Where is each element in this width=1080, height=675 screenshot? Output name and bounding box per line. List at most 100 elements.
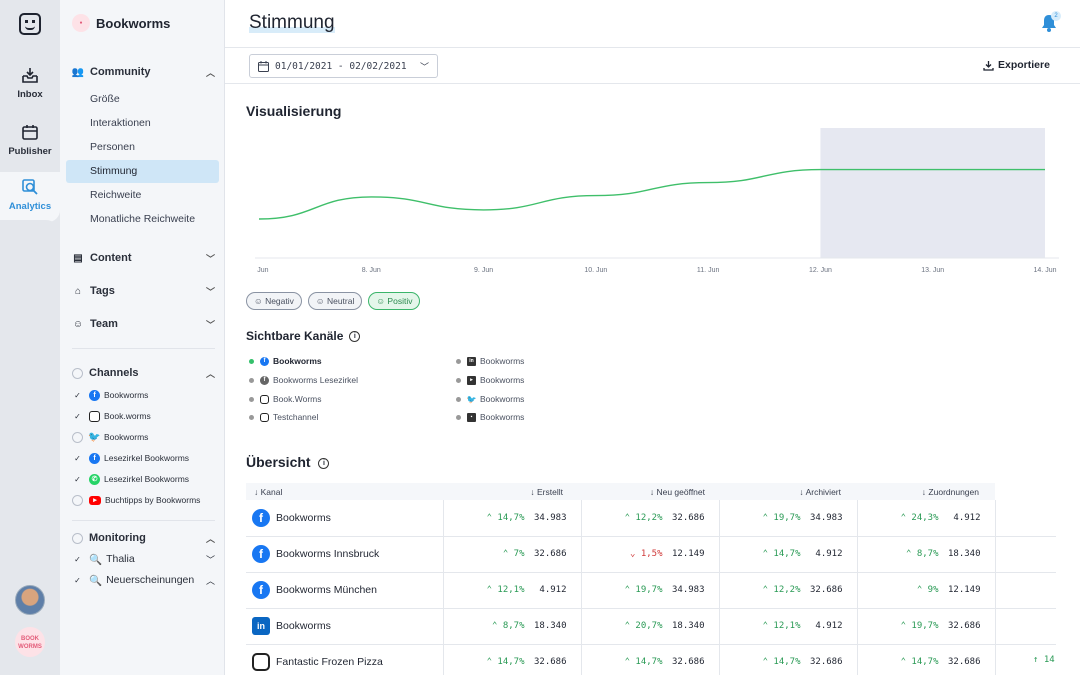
trend-up-icon: ⌃ [905,549,917,559]
checkmark-icon[interactable]: ✓ [74,474,81,484]
metric-value: 12.149 [671,549,705,559]
trend-up-icon: ⌃ [502,549,514,559]
channel-item[interactable]: ✓ f Lesezirkel Bookworms [72,450,222,466]
table-row[interactable]: in Bookworms ⌃ 8,7% 18.340 ⌃ 20,7% 18.340 ⌃ 12… [246,608,1056,645]
rail-publisher[interactable]: Publisher [0,117,60,173]
visible-channels-title: Sichtbare Kanäle i [246,329,361,343]
nav-item-personen[interactable]: Personen [90,141,135,153]
overflow-cell [994,644,1056,675]
chevron-down-icon: ﹀ [205,554,215,565]
user-avatar[interactable] [15,585,45,615]
metric-change: 14,7% [497,512,525,523]
section-team[interactable]: ☺ Team ﹀ [72,315,215,333]
channels-checkbox[interactable] [72,367,83,379]
monitoring-item[interactable]: ✓ 🔍 Neuerscheinungen ︿ [72,572,215,588]
channel-item[interactable]: ✓ Book.worms [72,408,222,424]
smiley-icon: ☺ [315,296,325,306]
column-header-kanal[interactable]: ↓ Kanal [246,483,443,500]
trend-up-icon: ⌃ [624,512,636,523]
twitter-icon: 🐦 [88,431,101,443]
visible-channel[interactable]: f Bookworms [249,354,322,368]
metric-value: 32.686 [947,657,981,667]
pill-negativ[interactable]: ☺ Negativ [246,292,302,310]
trend-up-icon: ⌃ [486,585,498,595]
channel-cell: f Bookworms Innsbruck [246,536,443,573]
column-header-erstellt[interactable]: ↓ Erstellt [443,483,581,500]
brand-avatar[interactable]: BOOK WORMS [15,627,45,657]
checkmark-icon[interactable]: ✓ [74,575,81,585]
visible-channel[interactable]: Book.Worms [249,392,322,406]
section-content[interactable]: ▤ Content ﹀ [72,249,215,267]
facebook-icon: f [260,356,269,366]
section-community-label: Community [90,66,151,78]
checkmark-icon[interactable]: ✓ [74,390,81,400]
table-row[interactable]: f Bookworms Innsbruck ⌃ 7% 32.686 ⌄ 1,5% 12.1… [246,536,1056,573]
monitoring-checkbox[interactable] [72,532,83,544]
table-row[interactable]: f Bookworms München ⌃ 12,1% 4.912 ⌃ 19,7% 34.… [246,572,1056,609]
column-header-label: Zuordnungen [928,486,979,497]
trend-up-icon: ⌃ [762,512,774,523]
app-logo-icon[interactable] [19,13,41,35]
visible-channel-label: Bookworms [480,375,525,385]
visible-channel[interactable]: Testchannel [249,410,318,424]
highlight-range [820,128,1045,258]
checkbox[interactable] [72,431,83,443]
checkmark-icon[interactable]: ✓ [74,411,81,421]
trend-up-icon: ⌃ [491,621,503,631]
column-header-zuordnungen[interactable]: ↓ Zuordnungen [857,483,995,500]
rail-inbox[interactable]: Inbox [0,60,60,116]
search-icon: 🔍 [89,574,103,587]
pill-positiv[interactable]: ☺ Positiv [368,292,421,310]
checkmark-icon[interactable]: ✓ [74,554,81,564]
checkmark-icon[interactable]: ✓ [74,453,81,463]
workspace-name: Bookworms [96,15,171,31]
monitoring-item[interactable]: ✓ 🔍 Thalia ﹀ [72,551,215,567]
date-range-picker[interactable]: 01/01/2021 - 02/02/2021 ﹀ [249,54,438,78]
column-header-neu-geoeffnet[interactable]: ↓ Neu geöffnet [581,483,719,500]
visible-channel[interactable]: 🐦 Bookworms [456,392,524,406]
x-tick-label: 12. Jun [809,267,832,274]
pill-neutral[interactable]: ☺ Neutral [307,292,363,310]
info-icon[interactable]: i [349,330,361,342]
table-row[interactable]: f Bookworms ⌃ 14,7% 34.983 ⌃ 12,2% 32.686 ⌃ 19… [246,500,1056,537]
rail-analytics[interactable]: Analytics [0,172,60,222]
pill-label: Positiv [387,296,413,306]
workspace-header[interactable]: ● Bookworms [72,14,170,32]
channel-item[interactable]: ✓ f Bookworms [72,387,222,403]
checkbox[interactable] [72,494,83,506]
nav-item-groesse[interactable]: Größe [90,93,120,105]
section-channels[interactable]: Channels ︿ [72,364,215,382]
metric-change: 7% [513,549,525,559]
status-dot [249,396,254,402]
trend-up-icon: ⌃ [762,657,774,667]
section-tags[interactable]: ⌂ Tags ﹀ [72,282,215,300]
monitoring-label: Neuerscheinungen [106,574,195,586]
section-monitoring[interactable]: Monitoring ︿ [72,529,215,547]
nav-item-interaktionen[interactable]: Interaktionen [90,117,151,129]
tag-icon: ⌂ [74,285,82,297]
table-row[interactable]: Fantastic Frozen Pizza ⌃ 14,7% 32.686 ⌃ 14,… [246,644,1056,675]
section-community[interactable]: 👥 Community ︿ [72,63,215,81]
visible-channel[interactable]: in Bookworms [456,354,524,368]
column-header-archiviert[interactable]: ↓ Archiviert [719,483,857,500]
channel-item[interactable]: ✓ ✆ Lesezirkel Bookworms [72,471,222,487]
notifications-button[interactable]: 2 [1041,11,1061,32]
visible-channel[interactable]: ▸ Bookworms [456,373,524,387]
info-icon[interactable]: i [318,457,330,469]
trend-up-icon: ⌃ [624,621,636,631]
nav-item-monatliche-reichweite[interactable]: Monatliche Reichweite [90,213,196,225]
x-tick-label: 14. Jun [1034,267,1057,274]
status-dot [249,414,254,420]
table-header-row: ↓ Kanal ↓ Erstellt ↓ Neu geöffnet ↓ Arch… [246,483,1056,500]
metric-cell: ⌃ 9% 12.149 [856,572,995,609]
export-button[interactable]: Exportiere [983,59,1050,71]
visible-channel[interactable]: f Bookworms Lesezirkel [249,373,358,387]
nav-item-reichweite[interactable]: Reichweite [90,189,142,201]
nav-item-stimmung[interactable]: Stimmung [66,160,219,183]
channel-name: Bookworms Innsbruck [276,547,380,560]
channel-item[interactable]: 🐦 Bookworms [72,429,222,445]
visible-channel[interactable]: ▪ Bookworms [456,410,524,424]
channel-item[interactable]: ▸ Buchtipps by Bookworms [72,492,222,508]
series-line-0 [258,168,1045,220]
chevron-up-icon: ︿ [205,67,215,78]
